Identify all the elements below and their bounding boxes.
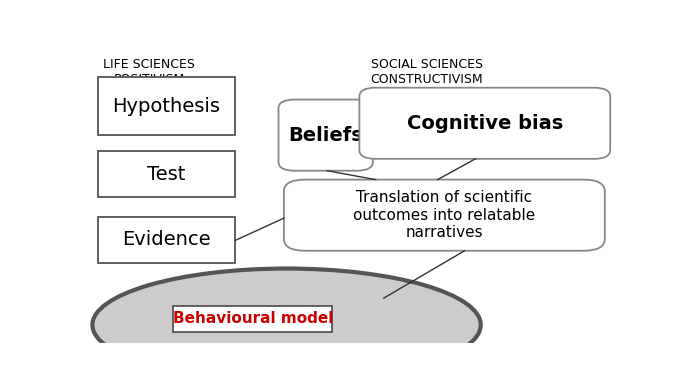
FancyBboxPatch shape (359, 88, 610, 159)
FancyBboxPatch shape (278, 100, 373, 171)
Text: SOCIAL SCIENCES
CONSTRUCTIVISM: SOCIAL SCIENCES CONSTRUCTIVISM (370, 58, 483, 86)
Text: Hypothesis: Hypothesis (113, 97, 221, 116)
Ellipse shape (93, 269, 481, 381)
Text: Beliefs: Beliefs (288, 126, 363, 145)
FancyBboxPatch shape (284, 179, 605, 251)
Text: Cognitive bias: Cognitive bias (406, 114, 563, 133)
FancyBboxPatch shape (97, 77, 235, 135)
FancyBboxPatch shape (173, 306, 333, 332)
FancyBboxPatch shape (97, 151, 235, 198)
Text: LIFE SCIENCES
POSITIVISM: LIFE SCIENCES POSITIVISM (103, 58, 195, 86)
Text: Behavioural model: Behavioural model (173, 311, 333, 326)
Text: Test: Test (148, 165, 186, 184)
Text: Translation of scientific
outcomes into relatable
narratives: Translation of scientific outcomes into … (354, 190, 535, 240)
Text: Evidence: Evidence (122, 230, 211, 249)
FancyBboxPatch shape (97, 217, 235, 263)
